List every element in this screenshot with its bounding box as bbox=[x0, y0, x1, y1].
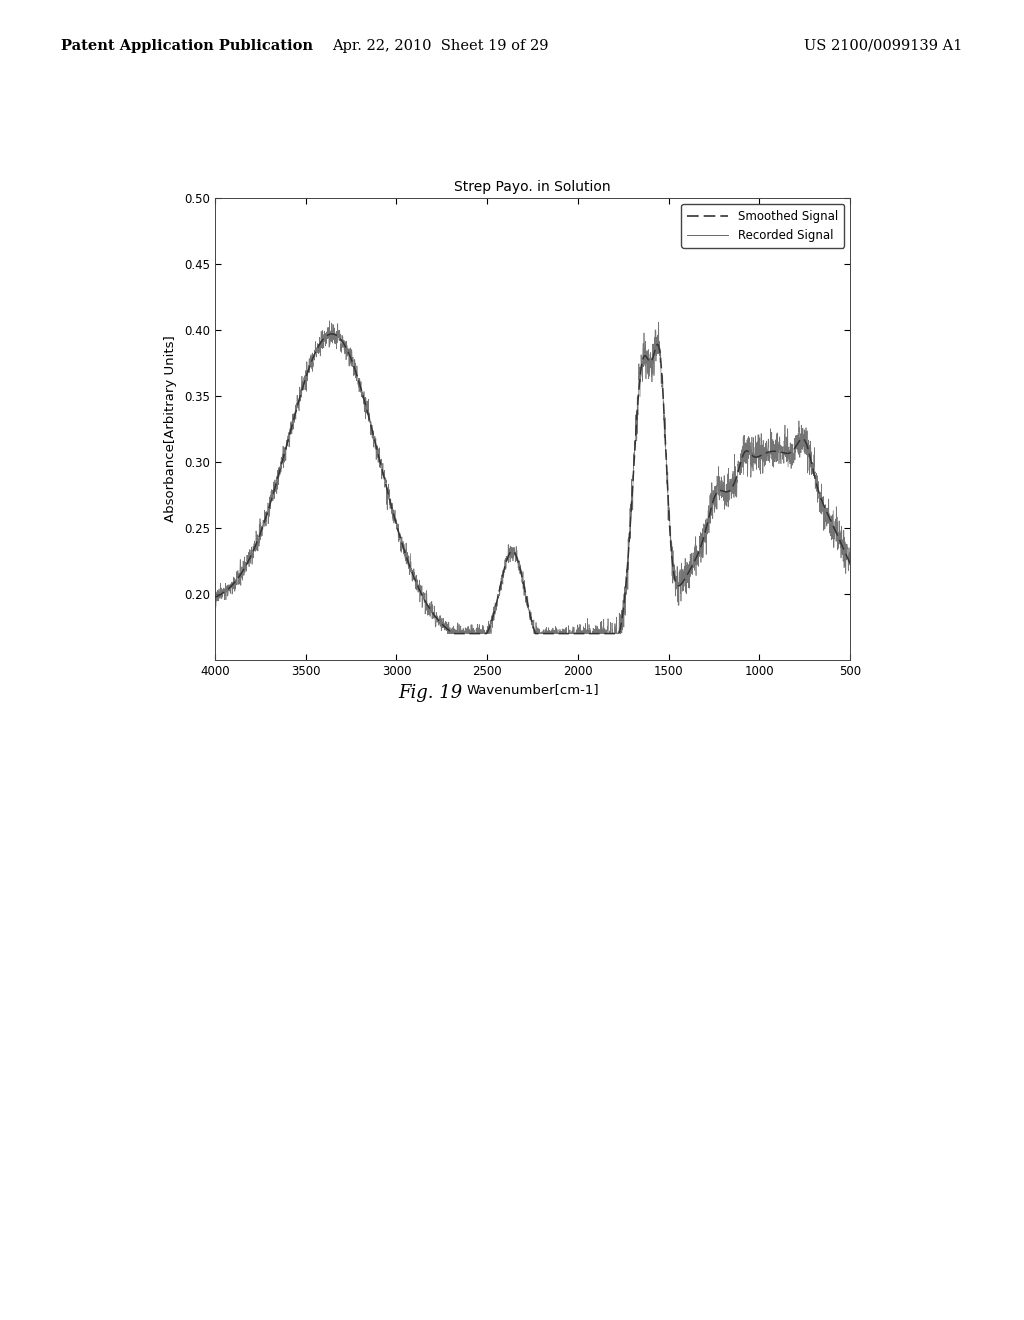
Text: Patent Application Publication: Patent Application Publication bbox=[61, 38, 313, 53]
Y-axis label: Absorbance[Arbitrary Units]: Absorbance[Arbitrary Units] bbox=[164, 335, 177, 523]
Legend: Smoothed Signal, Recorded Signal: Smoothed Signal, Recorded Signal bbox=[681, 203, 844, 248]
Text: Fig. 19: Fig. 19 bbox=[398, 684, 462, 702]
X-axis label: Wavenumber[cm-1]: Wavenumber[cm-1] bbox=[466, 684, 599, 697]
Text: Apr. 22, 2010  Sheet 19 of 29: Apr. 22, 2010 Sheet 19 of 29 bbox=[332, 38, 549, 53]
Text: US 2100/0099139 A1: US 2100/0099139 A1 bbox=[804, 38, 963, 53]
Title: Strep Payo. in Solution: Strep Payo. in Solution bbox=[455, 180, 610, 194]
